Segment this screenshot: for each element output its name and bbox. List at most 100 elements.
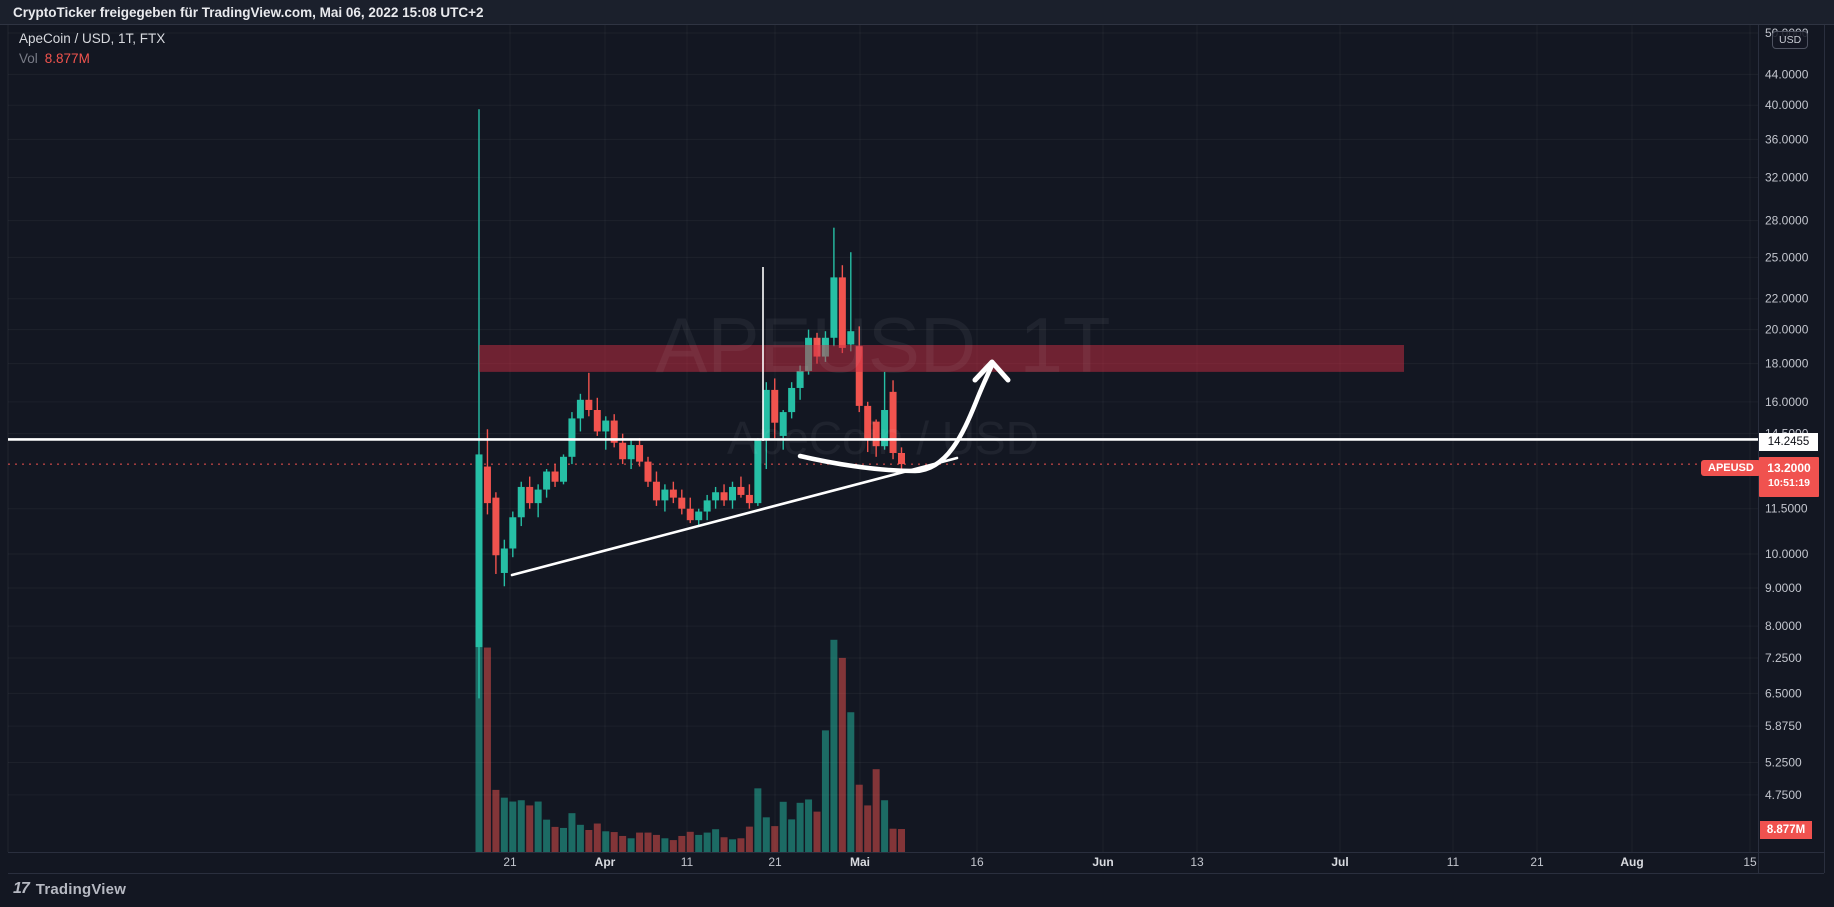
volume-bar — [855, 784, 863, 852]
volume-bar — [509, 801, 517, 852]
symbol-watermark: APEUSD, 1T ApeCoin / USD — [655, 301, 1110, 464]
time-tick-label: 15 — [1743, 855, 1757, 869]
volume-bar — [568, 813, 576, 852]
page-title: CryptoTicker freigegeben für TradingView… — [13, 5, 484, 20]
candle-body — [526, 486, 534, 504]
volume-bar — [576, 824, 584, 852]
symbol-title[interactable]: ApeCoin / USD, 1T, FTX — [19, 31, 166, 46]
volume-bar — [543, 819, 551, 852]
candle-body — [509, 517, 517, 549]
price-tick-label: 18.0000 — [1765, 357, 1809, 371]
volume-bar — [627, 838, 635, 852]
price-tick-label: 28.0000 — [1765, 214, 1809, 228]
volume-bar — [745, 826, 753, 852]
volume-bar — [796, 802, 804, 852]
time-axis[interactable]: 21 Apr 11 21 Mai 16 Jun 13 Jul 11 21 Aug 15 — [503, 855, 1757, 869]
volume-bar — [619, 835, 627, 852]
volume-bar — [593, 823, 601, 852]
candle-body — [492, 497, 500, 556]
volume-bar — [703, 832, 711, 852]
candle-body — [568, 418, 576, 457]
volume-value: 8.877M — [44, 51, 90, 66]
price-tick-label: 11.5000 — [1765, 502, 1808, 516]
price-tick-label: 6.5000 — [1765, 686, 1802, 700]
volume-bar — [771, 826, 779, 852]
volume-bar — [610, 832, 618, 852]
time-tick-label: 13 — [1190, 855, 1204, 869]
volume-bar — [526, 805, 534, 852]
volume-bar — [754, 788, 762, 852]
candle-body — [762, 389, 770, 440]
price-tick-label: 16.0000 — [1765, 395, 1809, 409]
volume-bar — [813, 811, 821, 852]
volume-bar — [788, 819, 796, 852]
pane-borders — [7, 24, 1825, 874]
volume-bar — [517, 800, 525, 852]
time-tick-label: 21 — [768, 855, 782, 869]
candle-body — [695, 511, 703, 521]
price-axis[interactable]: 50.000044.000040.000036.000032.000028.00… — [1765, 26, 1809, 802]
candle-body — [644, 461, 652, 482]
volume-bar — [805, 799, 813, 852]
hline-price-label: 14.2455 — [1759, 433, 1818, 451]
candle-body — [771, 389, 779, 423]
volume-bar — [636, 832, 644, 852]
candle-body — [686, 508, 694, 521]
candle-body — [500, 548, 508, 573]
time-tick-label: Jun — [1092, 855, 1113, 869]
candle-body — [576, 399, 584, 419]
candle-body — [610, 420, 618, 443]
tradingview-brand-text[interactable]: TradingView — [35, 880, 127, 898]
time-tick-label: Aug — [1620, 855, 1643, 869]
tradingview-logo-icon[interactable]: 17 — [13, 880, 30, 897]
candle-body — [889, 391, 897, 453]
trendline-drawing[interactable] — [510, 456, 959, 577]
volume-bar — [872, 769, 880, 852]
candle-body — [729, 486, 736, 501]
candle-body — [898, 452, 905, 465]
candle-body — [872, 421, 880, 447]
volume-axis-badge: 8.877M — [1760, 821, 1812, 839]
volume-bar — [661, 838, 669, 852]
candle-body — [543, 471, 551, 490]
price-tick-label: 5.8750 — [1765, 719, 1802, 733]
last-price-box: 13.2000 10:51:19 — [1759, 457, 1819, 497]
candle-body — [483, 466, 491, 504]
volume-bar — [898, 829, 905, 852]
volume-bar — [534, 801, 542, 852]
price-tick-label: 9.0000 — [1765, 581, 1802, 595]
currency-unit-toggle[interactable]: USD — [1772, 31, 1809, 49]
time-tick-label: Apr — [595, 855, 616, 869]
volume-bar — [644, 832, 652, 852]
svg-text:ApeCoin / USD: ApeCoin / USD — [727, 412, 1039, 464]
time-tick-label: Jul — [1331, 855, 1348, 869]
volume-bar — [762, 817, 770, 852]
candle-body — [796, 370, 804, 388]
arrow-drawing[interactable] — [797, 359, 1011, 474]
volume-bar — [729, 839, 736, 852]
volume-bar — [821, 730, 829, 852]
candle-body — [720, 492, 728, 501]
volume-bar — [838, 657, 846, 852]
volume-bar — [551, 826, 559, 852]
price-tick-label: 44.0000 — [1765, 67, 1809, 81]
footer-brand[interactable]: 17 TradingView — [13, 880, 126, 898]
price-tick-label: 4.7500 — [1765, 788, 1802, 802]
window-title-bar: CryptoTicker freigegeben für TradingView… — [0, 0, 1834, 25]
volume-label: Vol — [19, 51, 38, 66]
volume-bar — [830, 639, 838, 852]
resistance-zone[interactable] — [479, 344, 1404, 372]
price-tick-label: 10.0000 — [1765, 547, 1809, 561]
candle-body — [661, 489, 669, 501]
volume-bar — [686, 831, 694, 852]
time-tick-label: 16 — [970, 855, 984, 869]
volume-bar — [720, 837, 728, 852]
candle-body — [517, 486, 525, 518]
candle-body — [619, 442, 627, 460]
symbol-price-tag: APEUSD — [1701, 460, 1761, 476]
candle-body — [745, 494, 753, 504]
volume-bars — [475, 512, 905, 852]
price-tick-label: 5.2500 — [1765, 756, 1802, 770]
time-tick-label: 11 — [1447, 855, 1460, 869]
